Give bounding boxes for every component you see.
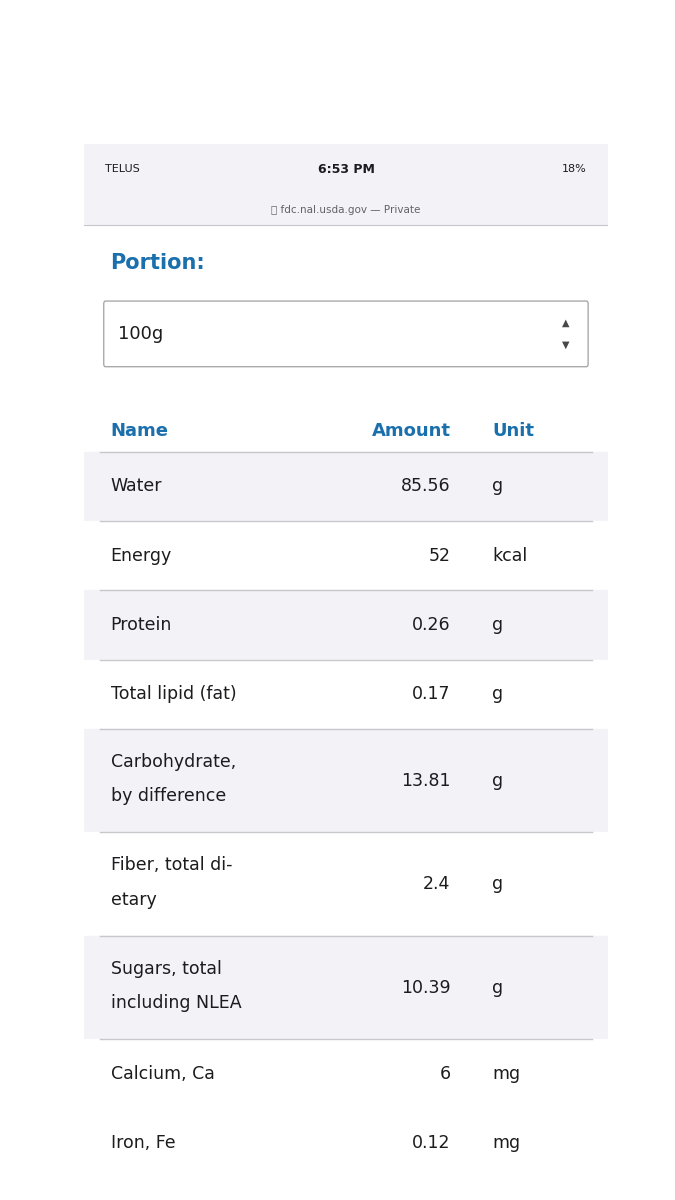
FancyBboxPatch shape [104,301,588,367]
Text: by difference: by difference [111,787,225,805]
Text: 10.39: 10.39 [401,979,451,997]
Text: 13.81: 13.81 [401,772,451,790]
Text: g: g [493,616,504,634]
Text: ▼: ▼ [562,340,570,350]
Text: Carbohydrate,: Carbohydrate, [111,754,236,772]
Text: g: g [493,875,504,893]
Bar [84,833,608,936]
Text: 52: 52 [429,547,451,565]
Text: g: g [493,685,504,703]
Text: Iron, Fe: Iron, Fe [111,1134,175,1152]
Text: Water: Water [111,478,162,496]
Text: including NLEA: including NLEA [111,994,241,1012]
Bar [84,590,608,660]
Bar [84,144,608,194]
Text: Portion:: Portion: [111,253,205,274]
Text: 85.56: 85.56 [401,478,451,496]
Text: Energy: Energy [111,547,171,565]
Text: 0.26: 0.26 [412,616,451,634]
Bar [84,1109,608,1178]
Bar [84,1039,608,1109]
Text: TELUS: TELUS [105,164,140,174]
Text: 🔒 fdc.nal.usda.gov — Private: 🔒 fdc.nal.usda.gov — Private [271,205,421,215]
Text: Protein: Protein [111,616,172,634]
Text: ▲: ▲ [562,318,570,328]
Text: 2.4: 2.4 [423,875,451,893]
Text: g: g [493,979,504,997]
Bar [84,728,608,833]
Bar [84,936,608,1039]
Text: 6: 6 [439,1066,451,1084]
Text: kcal: kcal [493,547,528,565]
Text: Fiber, total di-: Fiber, total di- [111,857,232,875]
Bar [84,521,608,590]
Text: 6:53 PM: 6:53 PM [317,163,375,176]
Text: Name: Name [111,422,169,440]
Text: mg: mg [493,1066,520,1084]
Text: mg: mg [493,1134,520,1152]
Text: Total lipid (fat): Total lipid (fat) [111,685,236,703]
Text: etary: etary [111,890,157,908]
Text: Unit: Unit [493,422,535,440]
Text: 0.12: 0.12 [412,1134,451,1152]
Text: 100g: 100g [118,325,163,343]
Bar [84,194,608,226]
Text: g: g [493,478,504,496]
Bar [84,660,608,728]
Text: 0.17: 0.17 [412,685,451,703]
Text: g: g [493,772,504,790]
Text: Amount: Amount [371,422,451,440]
Bar [84,451,608,521]
Text: Calcium, Ca: Calcium, Ca [111,1066,215,1084]
Text: Sugars, total: Sugars, total [111,960,221,978]
Text: 18%: 18% [562,164,587,174]
